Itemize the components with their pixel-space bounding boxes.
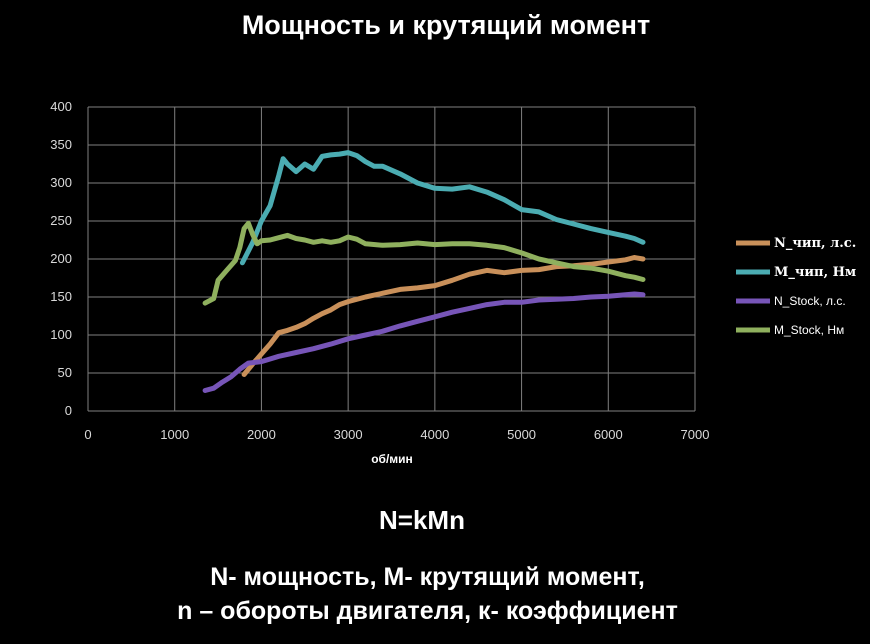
legend-label-0: N_чип, л.с.: [774, 236, 856, 251]
series-line-2: [202, 291, 646, 393]
x-tick-label: 0: [84, 427, 91, 442]
legend: N_чип, л.с. M_чип, Нм N_Stock, л.с. M_Stock…: [736, 236, 856, 337]
y-tick-label: 100: [50, 327, 72, 342]
y-tick-label: 50: [58, 365, 72, 380]
y-tick-label: 400: [50, 99, 72, 114]
legend-label-2: N_Stock, л.с.: [774, 294, 846, 308]
grid-lines: [87, 106, 696, 412]
legend-label-1: M_чип, Нм: [774, 265, 856, 280]
y-tick-label: 0: [65, 403, 72, 418]
caption-line-1: N- мощность, M- крутящий момент,: [210, 563, 645, 591]
y-tick-label: 350: [50, 137, 72, 152]
x-tick-label: 2000: [247, 427, 276, 442]
x-axis-title: об/мин: [371, 452, 413, 466]
y-tick-labels: 0 50 100 150 200 250 300 350 400: [50, 99, 72, 418]
y-tick-label: 150: [50, 289, 72, 304]
x-tick-label: 4000: [420, 427, 449, 442]
series-lines: [202, 150, 646, 393]
formula: N=kMn: [379, 505, 465, 535]
x-tick-labels: 0 1000 2000 3000 4000 5000 6000 7000: [84, 427, 709, 442]
x-tick-label: 3000: [334, 427, 363, 442]
series-line-1: [239, 150, 646, 266]
x-tick-label: 5000: [507, 427, 536, 442]
y-tick-label: 250: [50, 213, 72, 228]
legend-label-3: M_Stock, Нм: [774, 323, 844, 337]
x-tick-label: 7000: [681, 427, 710, 442]
y-tick-label: 200: [50, 251, 72, 266]
series-line-3: [202, 220, 646, 306]
power-torque-chart: 0 50 100 150 200 250 300 350 400 0 1000 2000 3000 40…: [50, 99, 856, 466]
y-tick-label: 300: [50, 175, 72, 190]
caption-line-2: n – обороты двигателя, к- коэффициент: [177, 597, 678, 625]
x-tick-label: 1000: [160, 427, 189, 442]
x-tick-label: 6000: [594, 427, 623, 442]
page-title: Мощность и крутящий момент: [241, 10, 651, 40]
